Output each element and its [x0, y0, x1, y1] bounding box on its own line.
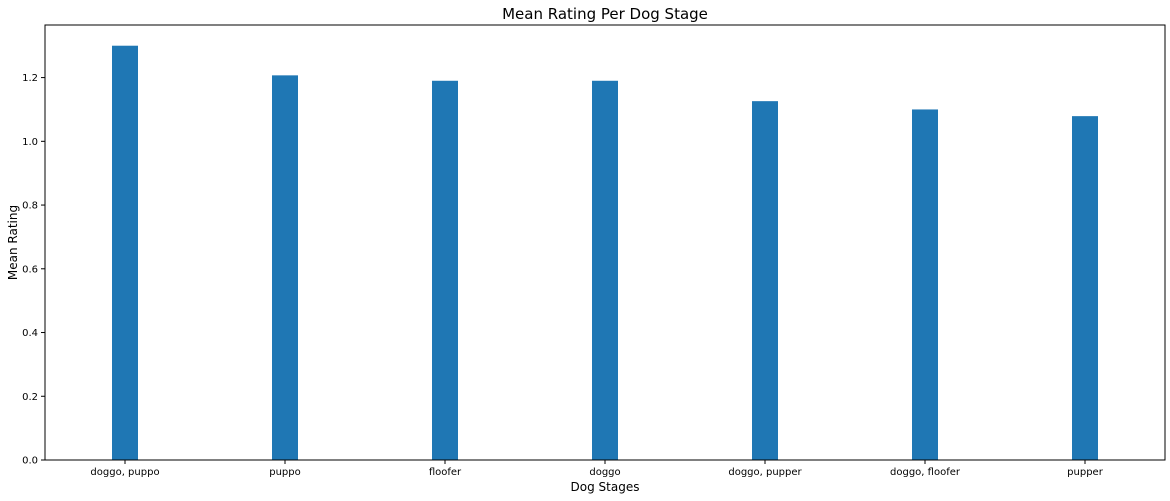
bar — [432, 80, 458, 461]
y-tick-label: 0.2 — [22, 392, 38, 403]
x-axis: doggo, puppo puppo floofer doggo doggo, pupp… — [90, 460, 1104, 478]
y-axis-label: Mean Rating — [6, 205, 20, 280]
y-tick-label: 0.6 — [22, 264, 38, 275]
bars — [112, 45, 1098, 461]
y-tick-label: 0.4 — [22, 328, 38, 339]
x-tick-label: pupper — [1067, 467, 1104, 478]
bar — [592, 80, 618, 461]
x-tick-label: doggo, floofer — [890, 467, 961, 478]
bar — [1072, 116, 1098, 460]
bar — [272, 75, 298, 460]
y-tick-label: 1.2 — [22, 73, 38, 84]
x-tick-label: puppo — [269, 467, 301, 478]
y-tick-label: 1.0 — [22, 137, 38, 148]
x-axis-label: Dog Stages — [571, 480, 640, 494]
y-axis: 0.0 0.2 0.4 0.6 0.8 1.0 1.2 — [22, 73, 45, 467]
bar — [752, 101, 778, 460]
bar — [912, 109, 938, 460]
x-tick-label: doggo, pupper — [728, 467, 802, 478]
bar — [112, 45, 138, 461]
x-tick-label: doggo, puppo — [90, 467, 159, 478]
x-tick-label: doggo — [589, 467, 620, 478]
x-tick-label: floofer — [429, 467, 462, 478]
chart-title: Mean Rating Per Dog Stage — [502, 5, 708, 23]
y-tick-label: 0.0 — [22, 456, 38, 467]
y-tick-label: 0.8 — [22, 201, 38, 212]
